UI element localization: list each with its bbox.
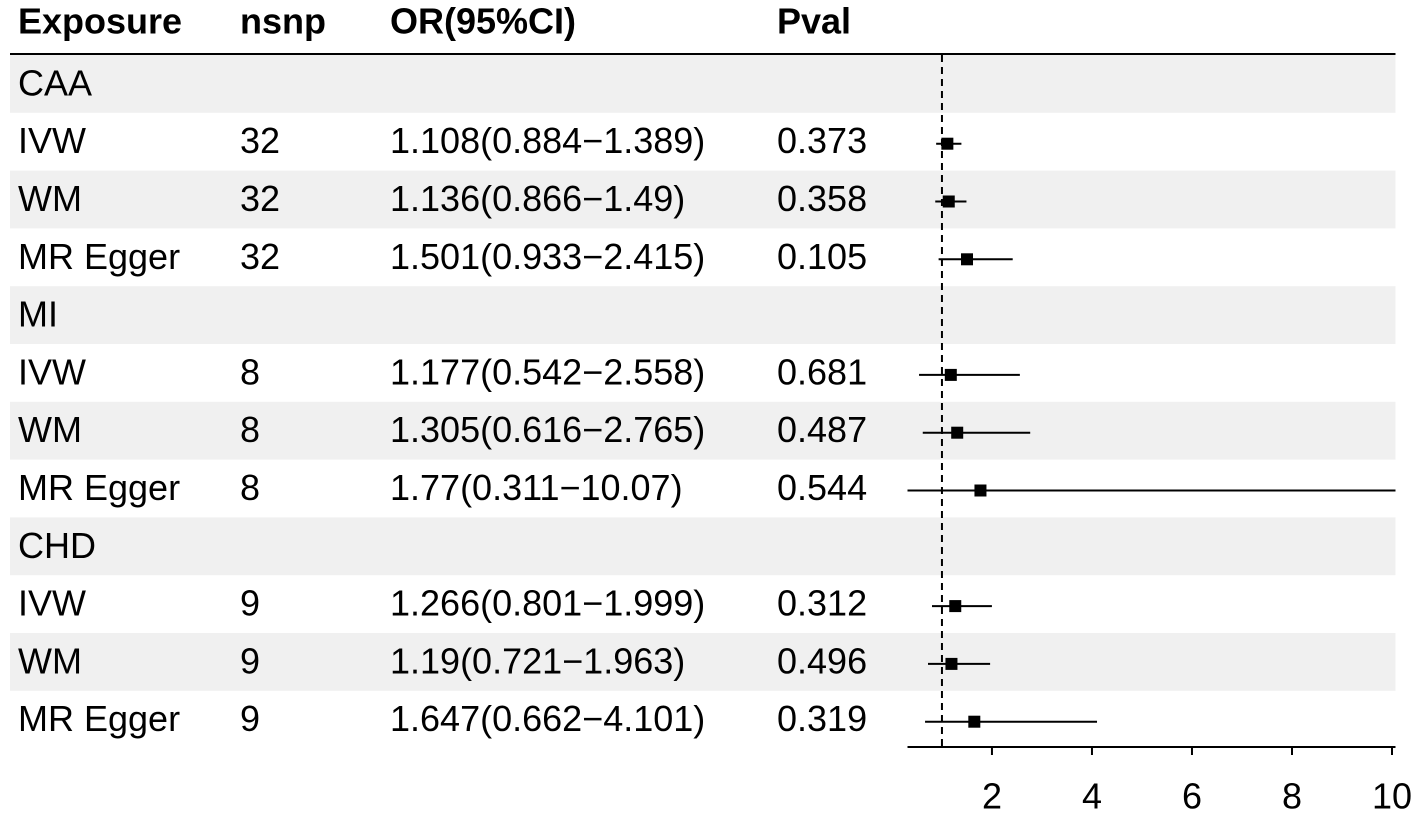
column-header: Exposure (18, 1, 182, 42)
row-stripe (10, 170, 1396, 229)
pval: 0.358 (777, 178, 867, 219)
or-point (951, 426, 964, 439)
or-point (944, 368, 957, 381)
row-label: CAA (18, 62, 92, 103)
row-stripe (10, 633, 1396, 691)
nsnp: 9 (240, 698, 260, 739)
column-header: Pval (777, 1, 851, 42)
pval: 0.496 (777, 640, 867, 681)
or-ci: 1.305(0.616−2.765) (390, 409, 705, 450)
nsnp: 8 (240, 409, 260, 450)
pval: 0.681 (777, 351, 867, 392)
or-point (968, 715, 981, 728)
column-header: nsnp (240, 1, 326, 42)
nsnp: 8 (240, 467, 260, 508)
or-ci: 1.77(0.311−10.07) (390, 467, 683, 508)
row-label: MI (18, 294, 58, 335)
pval: 0.487 (777, 409, 867, 450)
column-header: OR(95%CI) (390, 1, 576, 42)
or-ci: 1.266(0.801−1.999) (390, 583, 705, 624)
nsnp: 32 (240, 236, 280, 277)
row-stripe (10, 517, 1396, 576)
row-label: IVW (18, 351, 86, 392)
or-point (949, 600, 962, 613)
or-point (961, 253, 974, 266)
or-ci: 1.177(0.542−2.558) (390, 351, 705, 392)
x-tick-label: 2 (982, 776, 1002, 817)
pval: 0.373 (777, 120, 867, 161)
row-label: MR Egger (18, 467, 180, 508)
row-label: WM (18, 409, 82, 450)
or-point (941, 137, 954, 150)
row-label: IVW (18, 583, 86, 624)
nsnp: 9 (240, 640, 260, 681)
row-stripe (10, 286, 1396, 344)
nsnp: 32 (240, 120, 280, 161)
row-label: CHD (18, 525, 96, 566)
pval: 0.544 (777, 467, 867, 508)
or-point (945, 657, 958, 670)
or-point (974, 484, 987, 497)
nsnp: 32 (240, 178, 280, 219)
row-label: WM (18, 178, 82, 219)
pval: 0.319 (777, 698, 867, 739)
row-label: WM (18, 640, 82, 681)
x-tick-label: 4 (1082, 776, 1102, 817)
or-ci: 1.19(0.721−1.963) (390, 640, 685, 681)
or-ci: 1.136(0.866−1.49) (390, 178, 685, 219)
pval: 0.312 (777, 583, 867, 624)
row-label: IVW (18, 120, 86, 161)
or-ci: 1.501(0.933−2.415) (390, 236, 705, 277)
x-tick-label: 10 (1372, 776, 1412, 817)
or-ci: 1.108(0.884−1.389) (390, 120, 705, 161)
or-ci: 1.647(0.662−4.101) (390, 698, 705, 739)
pval: 0.105 (777, 236, 867, 277)
x-tick-label: 8 (1282, 776, 1302, 817)
row-stripe (10, 401, 1396, 460)
row-stripe (10, 55, 1396, 113)
nsnp: 9 (240, 583, 260, 624)
or-point (942, 195, 955, 208)
x-tick-label: 6 (1182, 776, 1202, 817)
nsnp: 8 (240, 351, 260, 392)
row-label: MR Egger (18, 698, 180, 739)
row-label: MR Egger (18, 236, 180, 277)
